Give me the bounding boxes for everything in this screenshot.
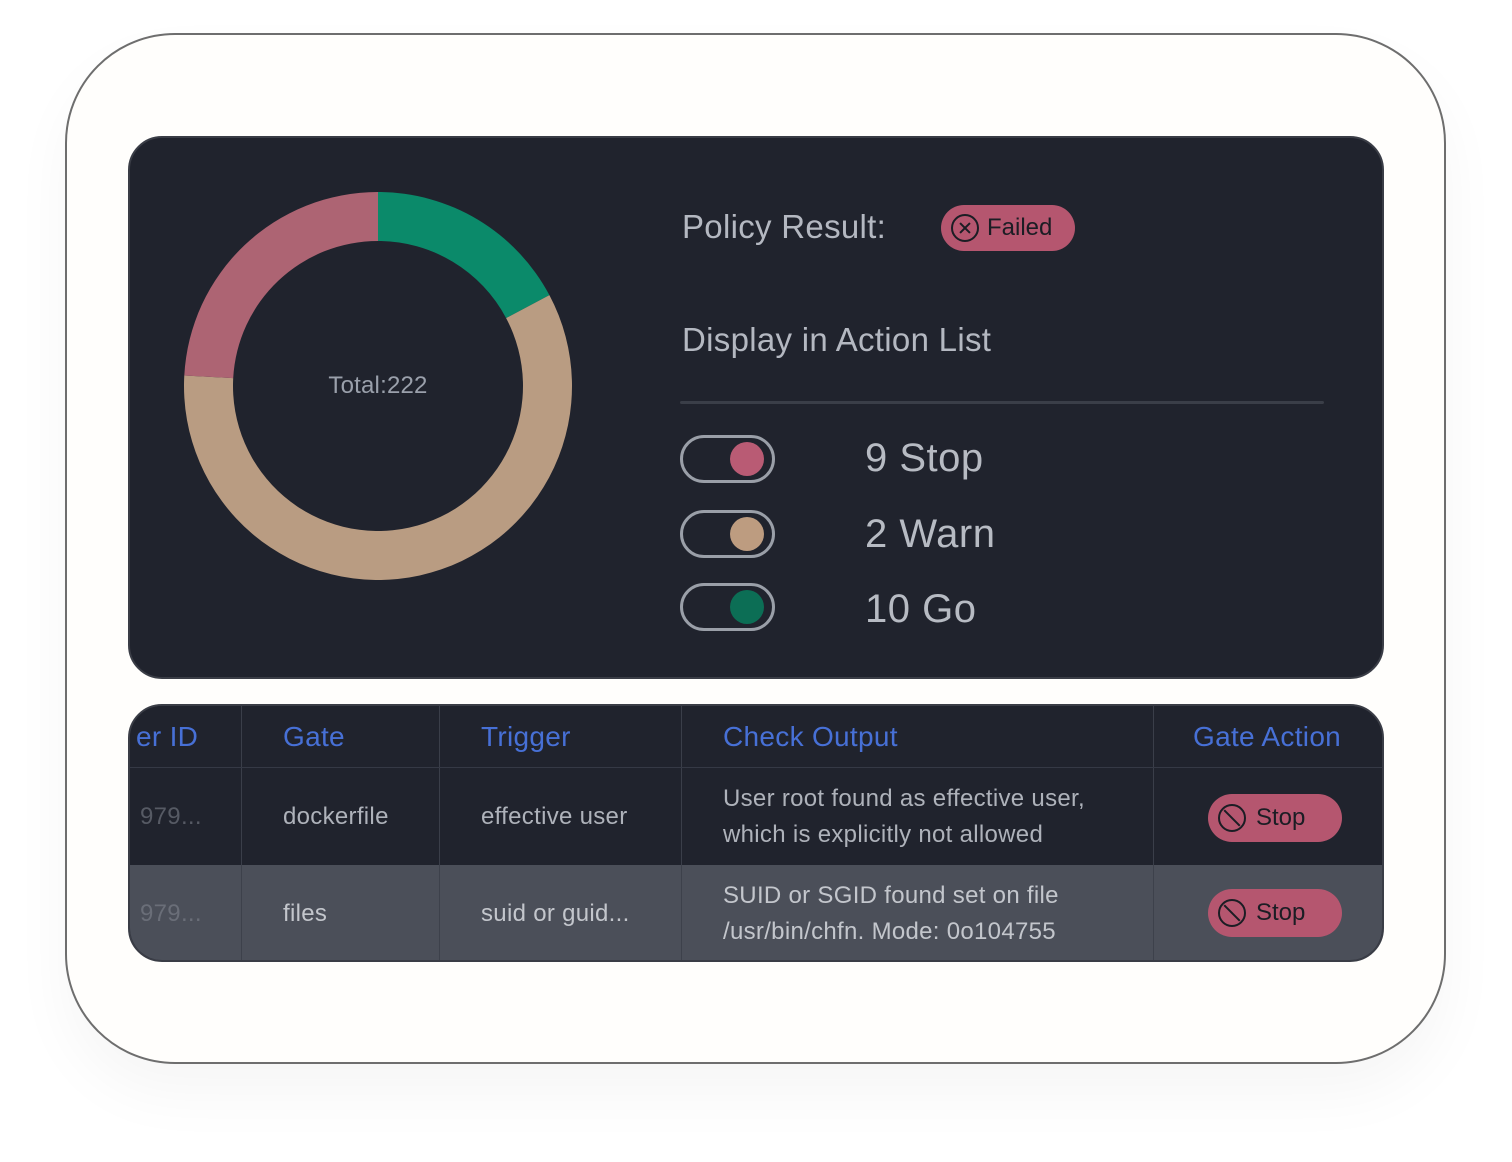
cell-id: 979... [140,802,202,830]
stop-toggle[interactable] [680,435,775,483]
donut-slice-stop [184,192,378,379]
action-list-title: Display in Action List [682,321,992,358]
donut-slice-go [378,192,550,319]
stop-action-button[interactable]: Stop [1208,794,1342,842]
column-header-trigger[interactable]: Trigger [481,720,571,752]
column-header-id[interactable]: er ID [136,720,199,752]
cell-check-output: SUID or SGID found set on file /usr/bin/… [723,881,1059,945]
warn-count-label: 2 Warn [865,512,996,556]
toggle-knob [730,590,764,624]
ban-icon [1218,899,1246,927]
donut-total-label: Total:222 [328,372,428,399]
table-row[interactable]: 979... files suid or guid... SUID or SGI… [130,865,1382,960]
column-header-check-output[interactable]: Check Output [723,720,898,752]
divider [680,401,1324,404]
policy-status-badge: Failed [941,205,1075,251]
table-row[interactable]: 979... dockerfile effective user User ro… [130,768,1382,865]
policy-result-label: Policy Result: [682,208,887,245]
column-header-gate-action[interactable]: Gate Action [1193,720,1342,752]
ban-icon [1218,804,1246,832]
stop-action-button[interactable]: Stop [1208,889,1342,937]
column-header-gate[interactable]: Gate [283,720,345,752]
policy-results-table: er ID Gate Trigger Check Output Gate Act… [128,704,1384,962]
go-count-label: 10 Go [865,587,977,631]
stop-count-label: 9 Stop [865,436,984,480]
cell-trigger: suid or guid... [481,899,630,927]
table-header-row: er ID Gate Trigger Check Output Gate Act… [130,706,1382,768]
donut-chart [184,192,573,580]
toggle-knob [730,517,764,551]
cell-check-output: User root found as effective user, which… [723,784,1085,848]
toggle-knob [730,442,764,476]
cell-id: 979... [140,899,202,927]
policy-status-text: Failed [987,214,1053,241]
cell-trigger: effective user [481,802,628,830]
policy-summary-panel: Total:222 Policy Result: Failed Display … [128,136,1384,679]
stop-action-label: Stop [1256,804,1306,831]
warn-toggle[interactable] [680,510,775,558]
go-toggle[interactable] [680,583,775,631]
close-circle-icon [951,214,979,242]
donut-slice-warn [184,295,573,580]
cell-gate: dockerfile [283,802,389,830]
stop-action-label: Stop [1256,899,1306,926]
cell-gate: files [283,899,328,927]
